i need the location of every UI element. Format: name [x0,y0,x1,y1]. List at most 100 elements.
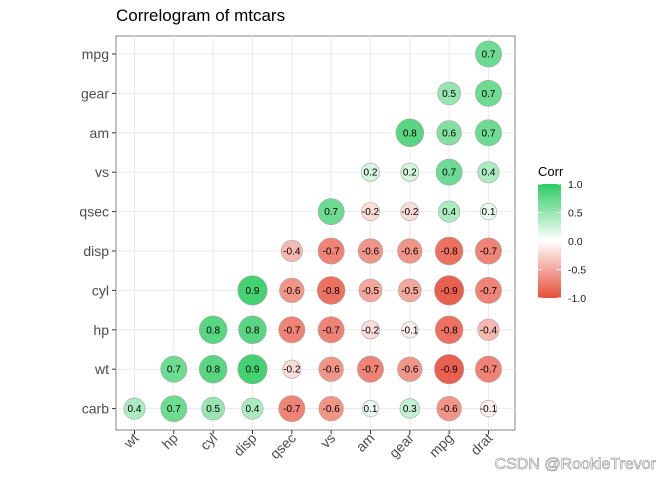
corr-circle [397,356,423,382]
corr-value-label: -0.2 [362,207,380,218]
x-tick-label: drat [467,430,495,458]
x-tick-label: hp [159,430,181,452]
corr-circle [475,237,502,265]
legend-colorbar [538,184,561,298]
corr-circle [398,278,422,303]
corr-circle [436,120,462,146]
corr-value-label: 0.7 [482,50,496,61]
corr-value-label: -0.7 [323,325,341,336]
corr-value-label: -0.6 [401,247,419,258]
corr-value-label: -0.2 [283,365,301,376]
corr-circle [395,118,425,148]
y-tick-label: mpg [82,46,109,62]
corr-circle [479,203,498,221]
corr-circle [475,276,502,304]
corr-value-label: -0.2 [401,207,419,218]
y-tick-label: hp [93,322,109,338]
corr-value-label: -0.6 [323,365,341,376]
x-tick-label: qsec [267,430,299,462]
corr-value-label: 0.4 [246,404,260,415]
corr-value-label: -0.6 [441,404,459,415]
corr-value-label: -0.8 [323,286,341,297]
y-tick-label: qsec [79,204,109,220]
corr-circle [361,162,380,182]
corr-value-label: 0.8 [206,325,220,336]
x-tick-label: cyl [197,430,220,453]
y-tick-label: vs [95,164,109,180]
legend: Corr 1.0 0.5 0.0 -0.5 -1.0 [538,164,586,305]
corr-value-label: -0.7 [480,365,498,376]
corr-circle [361,400,380,418]
corr-circle [477,161,500,184]
legend-tick-label: -0.5 [568,265,586,277]
corr-value-label: -0.7 [362,365,380,376]
y-tick-label: carb [82,401,109,417]
x-tick-label: disp [230,430,260,460]
y-tick-label: gear [81,85,109,101]
corr-value-label: 0.5 [442,89,456,100]
corr-circle [400,162,420,182]
chart-title: Correlogram of mtcars [116,6,285,25]
corr-value-label: -0.1 [401,325,419,336]
corr-circle [434,236,464,266]
corr-circle [361,320,380,340]
corr-circle [438,200,461,223]
x-tick-label: am [353,430,378,455]
y-tick-label: cyl [92,282,109,298]
corr-value-label: 0.4 [128,404,142,415]
legend-tick-label: 0.0 [568,236,583,248]
legend-tick-label: -1.0 [568,293,586,305]
corr-circle [278,316,306,344]
legend-title: Corr [538,164,564,179]
corr-value-label: 0.7 [442,168,456,179]
corr-value-label: -0.8 [441,325,459,336]
corr-circle [479,400,498,418]
corr-value-label: 0.8 [403,128,417,139]
corr-value-label: -0.5 [401,286,419,297]
corr-circle [358,278,383,303]
watermark: CSDN @RookieTrevor [495,456,657,473]
corr-value-label: -0.5 [362,286,380,297]
corr-circle [198,315,228,344]
corr-circle [278,395,306,423]
y-tick-label: am [90,125,109,141]
corr-circle [317,316,345,344]
corr-value-label: 0.7 [167,404,181,415]
corr-circle [123,397,146,420]
corr-circle [401,321,419,339]
corr-circle [237,354,268,385]
corr-circle [238,315,267,344]
corr-value-label: -0.9 [441,286,459,297]
corr-value-label: 0.7 [482,128,496,139]
corr-circle [399,398,421,419]
corr-circle [160,395,188,423]
corr-value-label: -0.7 [480,247,498,258]
corr-value-label: -0.7 [323,247,341,258]
corr-value-label: -0.7 [283,325,301,336]
corr-value-label: 0.7 [482,89,496,100]
corr-value-label: 0.8 [246,325,260,336]
corr-value-label: 0.9 [246,286,260,297]
corr-circle [357,355,384,383]
corr-circle [201,396,225,421]
corr-circle [316,276,346,305]
corr-value-label: 0.6 [442,128,456,139]
corr-value-label: 0.7 [324,207,338,218]
corr-circle [434,275,465,306]
x-tick-label: gear [386,430,417,461]
corr-circle [318,396,344,422]
y-tick-label: wt [94,361,109,377]
corr-value-label: 0.1 [482,207,496,218]
corr-circle [475,355,502,383]
correlation-cells: 0.7 0.5 0.7 0.8 0.6 0.7 0.2 0.2 0.7 0.4 0.7 -0.2 -0.… [123,40,502,423]
corr-circle [317,198,345,226]
corr-value-label: -0.2 [362,325,380,336]
corr-value-label: -0.6 [401,365,419,376]
corr-value-label: 0.9 [246,365,260,376]
corr-circle [241,397,264,420]
corr-circle [160,355,188,383]
corr-value-label: -0.4 [480,325,498,336]
corr-value-label: -0.6 [362,247,380,258]
x-tick-label: wt [120,430,142,452]
